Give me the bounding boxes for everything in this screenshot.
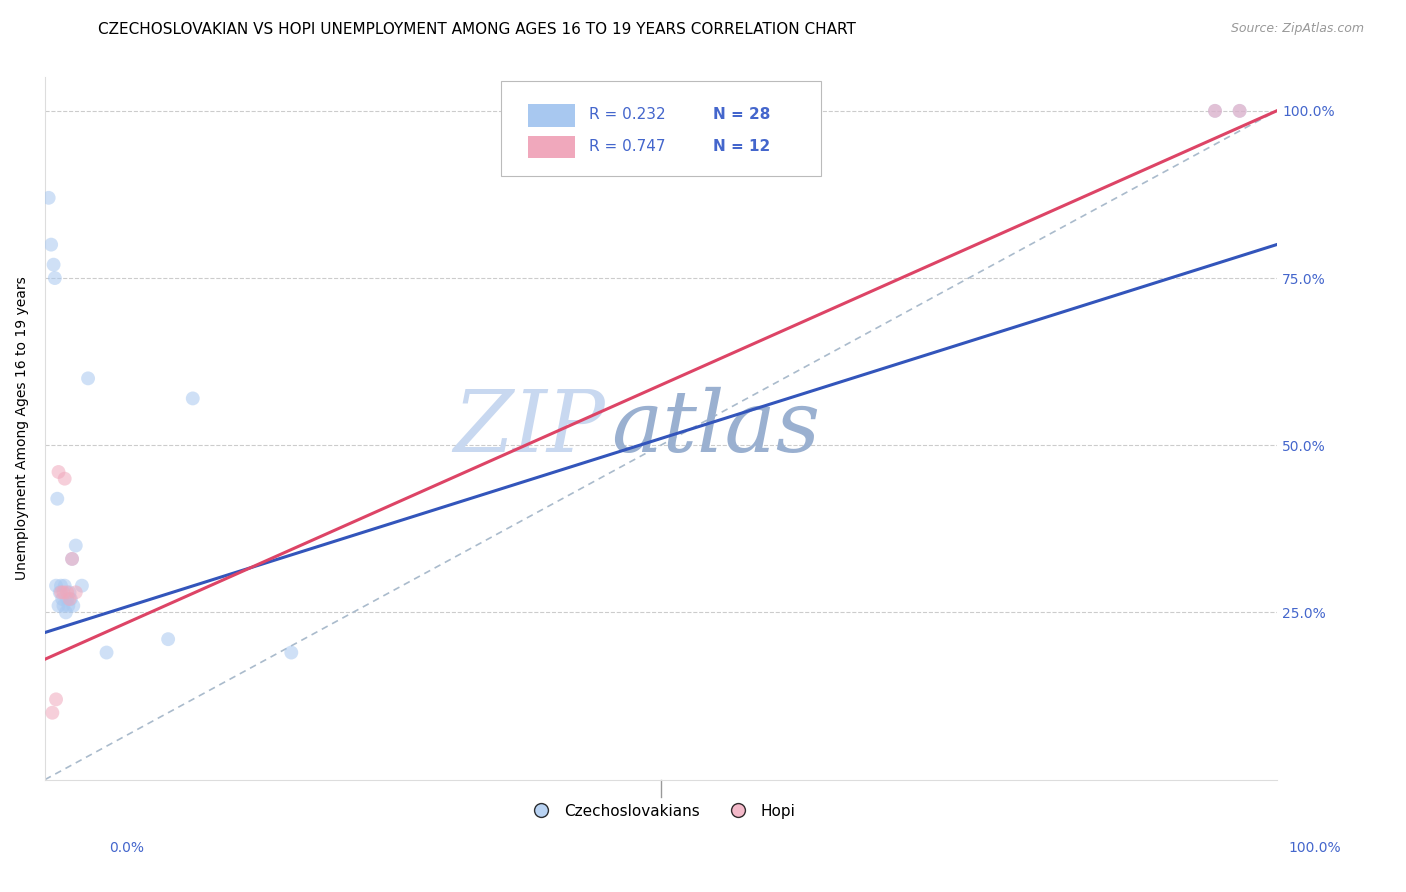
Text: R = 0.232: R = 0.232 — [589, 107, 666, 122]
Point — [70, 579, 93, 593]
Point — [49, 585, 72, 599]
Legend: Czechoslovakians, Hopi: Czechoslovakians, Hopi — [520, 797, 801, 824]
Point — [48, 585, 70, 599]
Point — [65, 539, 87, 553]
Text: Source: ZipAtlas.com: Source: ZipAtlas.com — [1230, 22, 1364, 36]
Point — [60, 552, 83, 566]
Point — [181, 392, 204, 406]
FancyBboxPatch shape — [527, 136, 575, 158]
Text: CZECHOSLOVAKIAN VS HOPI UNEMPLOYMENT AMONG AGES 16 TO 19 YEARS CORRELATION CHART: CZECHOSLOVAKIAN VS HOPI UNEMPLOYMENT AMO… — [98, 22, 856, 37]
Point — [39, 237, 62, 252]
Point — [45, 579, 67, 593]
Point — [1204, 103, 1226, 118]
Point — [96, 646, 118, 660]
Point — [53, 579, 76, 593]
Point — [51, 592, 73, 607]
Point — [48, 465, 70, 479]
Point — [1229, 103, 1251, 118]
Point — [60, 552, 83, 566]
Point — [58, 599, 80, 613]
Point — [55, 606, 77, 620]
Point — [77, 371, 100, 385]
Point — [46, 491, 69, 506]
FancyBboxPatch shape — [527, 104, 575, 127]
Point — [48, 599, 70, 613]
Text: N = 28: N = 28 — [713, 107, 770, 122]
Text: N = 12: N = 12 — [713, 139, 769, 153]
Point — [52, 585, 75, 599]
Point — [59, 585, 82, 599]
Text: R = 0.747: R = 0.747 — [589, 139, 666, 153]
Point — [157, 632, 180, 647]
Point — [45, 692, 67, 706]
Point — [56, 585, 79, 599]
FancyBboxPatch shape — [501, 81, 821, 176]
Point — [65, 585, 87, 599]
Text: atlas: atlas — [612, 387, 821, 470]
Point — [1204, 103, 1226, 118]
Point — [280, 646, 302, 660]
Point — [56, 592, 79, 607]
Text: 100.0%: 100.0% — [1288, 841, 1341, 855]
Point — [62, 599, 84, 613]
Point — [59, 592, 82, 607]
Point — [52, 599, 75, 613]
Text: ZIP: ZIP — [454, 387, 606, 470]
Point — [38, 191, 60, 205]
Y-axis label: Unemployment Among Ages 16 to 19 years: Unemployment Among Ages 16 to 19 years — [15, 277, 30, 581]
Point — [1229, 103, 1251, 118]
Point — [53, 472, 76, 486]
Point — [44, 271, 66, 285]
Point — [59, 592, 82, 607]
Point — [42, 258, 65, 272]
Point — [49, 579, 72, 593]
Point — [41, 706, 63, 720]
Text: 0.0%: 0.0% — [110, 841, 143, 855]
